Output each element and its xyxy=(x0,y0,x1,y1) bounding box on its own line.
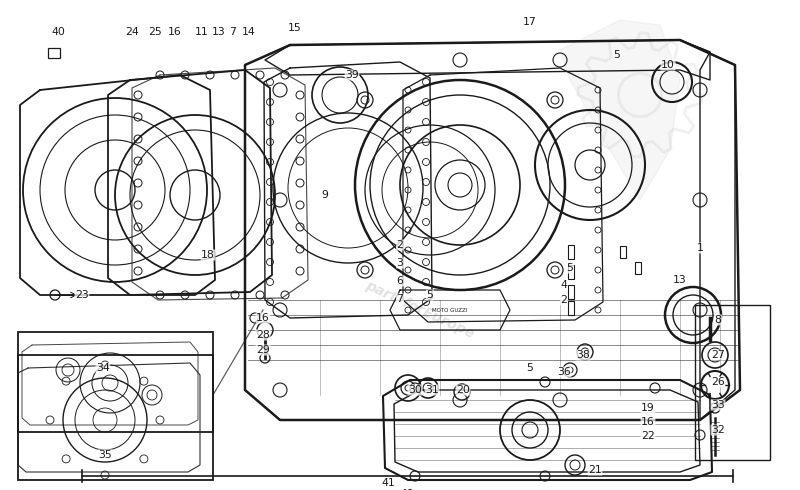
Text: 24: 24 xyxy=(125,27,139,37)
Text: 2: 2 xyxy=(561,295,567,305)
Text: 2: 2 xyxy=(397,240,403,250)
Text: 23: 23 xyxy=(75,290,89,300)
Bar xyxy=(635,262,641,274)
Bar xyxy=(18,332,213,432)
Polygon shape xyxy=(560,20,680,200)
Text: 32: 32 xyxy=(711,425,725,435)
Text: 35: 35 xyxy=(98,450,112,460)
Bar xyxy=(48,48,60,58)
Text: 31: 31 xyxy=(425,385,439,395)
Bar xyxy=(568,285,574,299)
Text: 39: 39 xyxy=(345,70,359,80)
Bar xyxy=(568,265,574,279)
Text: 14: 14 xyxy=(242,27,256,37)
Text: 7: 7 xyxy=(230,27,237,37)
Text: 9: 9 xyxy=(322,190,329,200)
Text: 27: 27 xyxy=(711,350,725,360)
Text: 29: 29 xyxy=(256,345,270,355)
Bar xyxy=(568,301,574,315)
Text: 21: 21 xyxy=(588,465,602,475)
Text: 20: 20 xyxy=(456,385,470,395)
Text: 13: 13 xyxy=(673,275,687,285)
Bar xyxy=(695,305,770,460)
Text: 5: 5 xyxy=(526,363,534,373)
Text: 25: 25 xyxy=(148,27,162,37)
Text: 17: 17 xyxy=(523,17,537,27)
Text: 26: 26 xyxy=(711,377,725,387)
Text: 5: 5 xyxy=(614,50,621,60)
Text: 4: 4 xyxy=(561,280,567,290)
Text: 8: 8 xyxy=(714,315,722,325)
Text: 34: 34 xyxy=(96,363,110,373)
Text: MOTO GUZZI: MOTO GUZZI xyxy=(432,308,468,313)
Text: 7: 7 xyxy=(397,294,403,304)
Text: partsforEurope: partsforEurope xyxy=(363,279,477,342)
Bar xyxy=(568,245,574,259)
Text: 38: 38 xyxy=(576,350,590,360)
Text: 13: 13 xyxy=(212,27,226,37)
Text: 5: 5 xyxy=(566,263,574,273)
Text: 19: 19 xyxy=(641,403,655,413)
Text: 30: 30 xyxy=(408,385,422,395)
Text: 1: 1 xyxy=(697,243,703,253)
Text: 11: 11 xyxy=(195,27,209,37)
Text: 10: 10 xyxy=(661,60,675,70)
Text: 16: 16 xyxy=(168,27,182,37)
Text: 16: 16 xyxy=(641,417,655,427)
Text: 33: 33 xyxy=(711,400,725,410)
Text: 6: 6 xyxy=(397,276,403,286)
Text: 22: 22 xyxy=(641,431,655,441)
Text: 41: 41 xyxy=(400,488,415,490)
Text: 40: 40 xyxy=(51,27,65,37)
Text: 36: 36 xyxy=(557,367,571,377)
Text: 3: 3 xyxy=(397,258,403,268)
Text: 41: 41 xyxy=(381,478,395,488)
Text: 28: 28 xyxy=(256,330,270,340)
Bar xyxy=(620,246,626,258)
Text: 5: 5 xyxy=(426,290,434,300)
Text: 16: 16 xyxy=(256,313,270,323)
Bar xyxy=(18,355,213,480)
Text: 18: 18 xyxy=(201,250,215,260)
Text: 15: 15 xyxy=(288,23,302,33)
